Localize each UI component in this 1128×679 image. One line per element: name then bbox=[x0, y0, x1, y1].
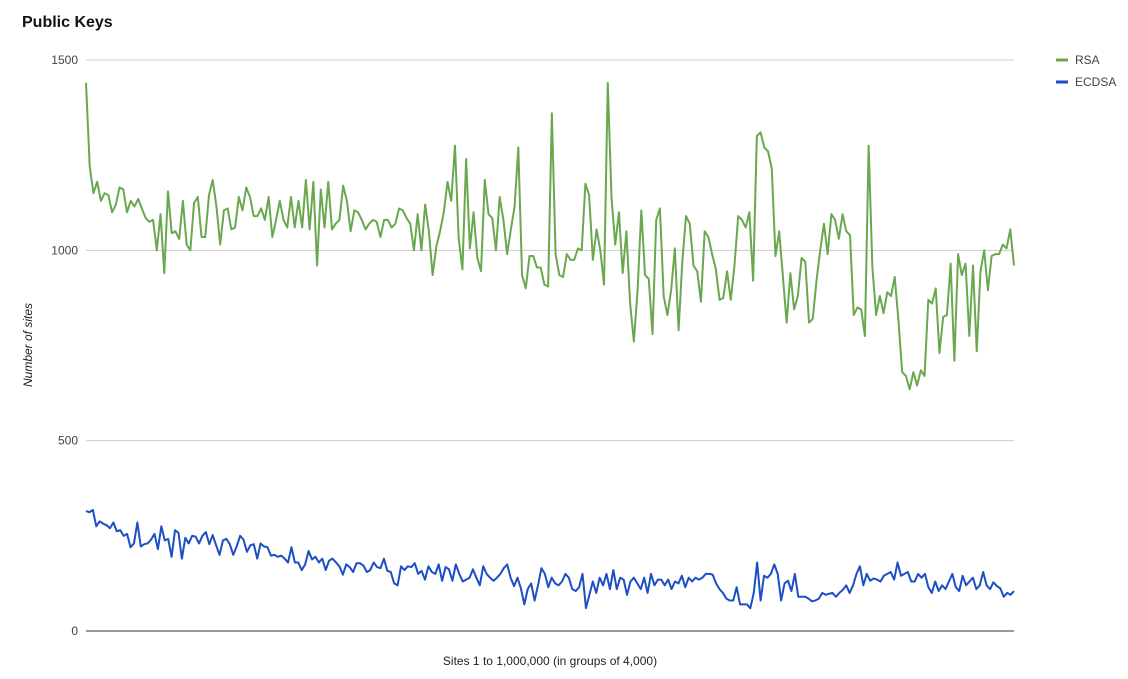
y-tick-label: 500 bbox=[58, 434, 78, 448]
series-line-rsa bbox=[85, 81, 1015, 391]
y-axis-label: Number of sites bbox=[21, 303, 35, 387]
y-tick-label: 1500 bbox=[51, 53, 78, 67]
series-lines bbox=[85, 81, 1015, 610]
legend-label-ecdsa: ECDSA bbox=[1075, 75, 1116, 89]
gridlines bbox=[86, 59, 1014, 442]
legend: RSA ECDSA bbox=[1056, 53, 1116, 89]
x-axis-label: Sites 1 to 1,000,000 (in groups of 4,000… bbox=[443, 654, 657, 668]
y-tick-label: 1000 bbox=[51, 243, 78, 257]
chart-title: Public Keys bbox=[22, 14, 113, 31]
y-tick-label: 0 bbox=[71, 624, 78, 638]
legend-label-rsa: RSA bbox=[1075, 53, 1100, 67]
series-line-ecdsa bbox=[85, 508, 1015, 610]
y-axis-ticks: 0 500 1000 1500 bbox=[51, 53, 78, 638]
